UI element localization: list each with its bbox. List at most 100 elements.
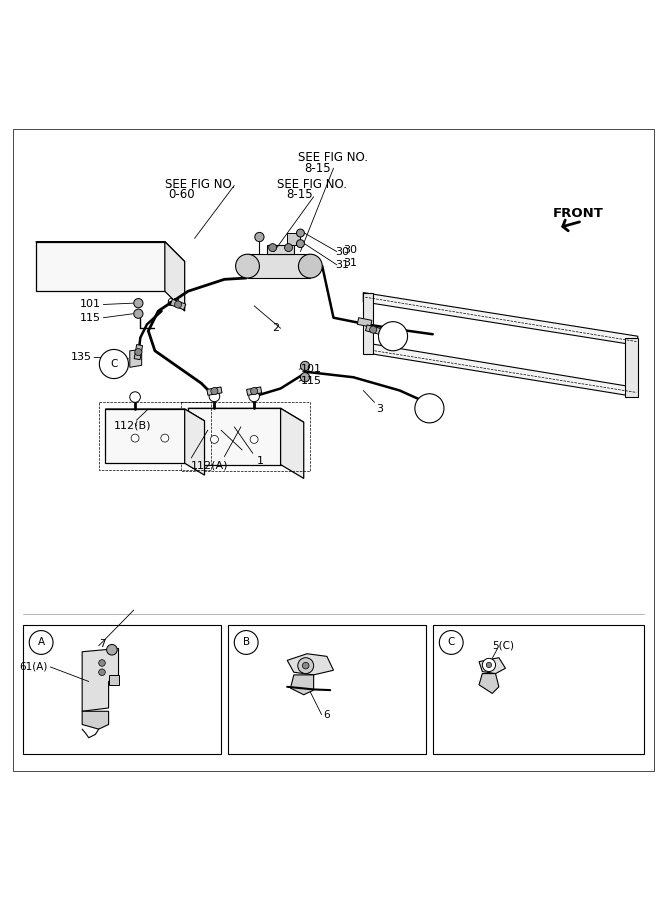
Text: B: B: [426, 403, 433, 413]
Text: SEE FIG NO.: SEE FIG NO.: [165, 177, 235, 191]
Circle shape: [296, 239, 304, 248]
Polygon shape: [82, 711, 109, 729]
Polygon shape: [109, 675, 119, 685]
Circle shape: [249, 392, 259, 401]
Circle shape: [99, 349, 129, 379]
Polygon shape: [170, 299, 186, 310]
Circle shape: [422, 399, 430, 406]
Polygon shape: [479, 673, 499, 693]
Circle shape: [300, 362, 309, 371]
Circle shape: [175, 301, 181, 308]
Polygon shape: [287, 233, 300, 245]
Polygon shape: [366, 325, 381, 334]
Circle shape: [300, 373, 309, 382]
Text: 1: 1: [257, 455, 264, 465]
Text: 7: 7: [99, 640, 105, 650]
Circle shape: [296, 230, 304, 237]
Circle shape: [298, 254, 322, 278]
Text: 8-15: 8-15: [285, 188, 312, 202]
Circle shape: [378, 321, 408, 351]
Text: 101: 101: [79, 300, 101, 310]
Polygon shape: [36, 241, 185, 262]
Text: 112(B): 112(B): [114, 420, 151, 430]
Circle shape: [285, 244, 293, 252]
Circle shape: [130, 392, 140, 402]
Polygon shape: [165, 241, 185, 311]
Polygon shape: [188, 409, 281, 464]
Circle shape: [209, 392, 219, 401]
Text: 31: 31: [335, 260, 349, 270]
Text: 101: 101: [300, 364, 321, 374]
Circle shape: [235, 254, 259, 278]
Circle shape: [250, 436, 258, 444]
Text: 31: 31: [344, 258, 358, 268]
Circle shape: [269, 244, 277, 252]
Circle shape: [134, 309, 143, 319]
Polygon shape: [105, 409, 185, 464]
Text: B: B: [243, 637, 249, 647]
Polygon shape: [479, 658, 506, 673]
Polygon shape: [185, 409, 205, 475]
Polygon shape: [364, 292, 638, 346]
Text: 61(A): 61(A): [19, 662, 48, 672]
Polygon shape: [130, 349, 141, 367]
Bar: [227, 626, 426, 754]
Text: 8-15: 8-15: [304, 162, 331, 175]
Circle shape: [486, 662, 492, 668]
Polygon shape: [105, 409, 205, 421]
Polygon shape: [207, 387, 222, 395]
Polygon shape: [188, 409, 303, 422]
Text: 0-60: 0-60: [168, 188, 195, 202]
Polygon shape: [358, 318, 372, 327]
Polygon shape: [267, 245, 293, 254]
Text: C: C: [448, 637, 455, 647]
Text: 2: 2: [272, 323, 279, 333]
Text: 6: 6: [323, 709, 330, 720]
Bar: [23, 626, 221, 754]
Circle shape: [135, 348, 142, 356]
Circle shape: [211, 436, 218, 444]
Polygon shape: [364, 292, 374, 354]
Polygon shape: [247, 254, 310, 278]
Text: 30: 30: [335, 247, 349, 256]
Circle shape: [99, 660, 105, 666]
Circle shape: [255, 232, 264, 241]
Polygon shape: [281, 409, 303, 479]
Circle shape: [251, 388, 257, 395]
Polygon shape: [624, 338, 638, 397]
Circle shape: [99, 669, 105, 676]
Polygon shape: [418, 398, 434, 407]
Circle shape: [297, 658, 313, 673]
Circle shape: [29, 631, 53, 654]
Circle shape: [211, 388, 218, 395]
Text: 135: 135: [71, 353, 92, 363]
Circle shape: [234, 631, 258, 654]
Polygon shape: [82, 648, 119, 711]
Polygon shape: [36, 241, 165, 292]
Polygon shape: [374, 344, 638, 397]
Polygon shape: [287, 653, 334, 675]
Circle shape: [482, 659, 496, 671]
Text: 115: 115: [300, 376, 321, 386]
Circle shape: [134, 299, 143, 308]
Circle shape: [131, 434, 139, 442]
Circle shape: [415, 394, 444, 423]
Text: 115: 115: [79, 312, 101, 323]
Text: 3: 3: [376, 404, 384, 414]
Text: A: A: [390, 331, 397, 341]
Circle shape: [370, 326, 377, 333]
Circle shape: [440, 631, 463, 654]
Text: 30: 30: [344, 245, 358, 256]
Polygon shape: [247, 387, 261, 395]
Text: SEE FIG NO.: SEE FIG NO.: [299, 151, 368, 164]
Text: 62: 62: [166, 298, 180, 308]
Polygon shape: [291, 675, 313, 695]
Text: 5(C): 5(C): [492, 641, 514, 651]
Circle shape: [107, 644, 117, 655]
Text: A: A: [37, 637, 45, 647]
Text: C: C: [110, 359, 117, 369]
Circle shape: [161, 434, 169, 442]
Polygon shape: [134, 345, 143, 360]
Text: 112(A): 112(A): [190, 460, 228, 470]
Text: FRONT: FRONT: [553, 207, 604, 220]
